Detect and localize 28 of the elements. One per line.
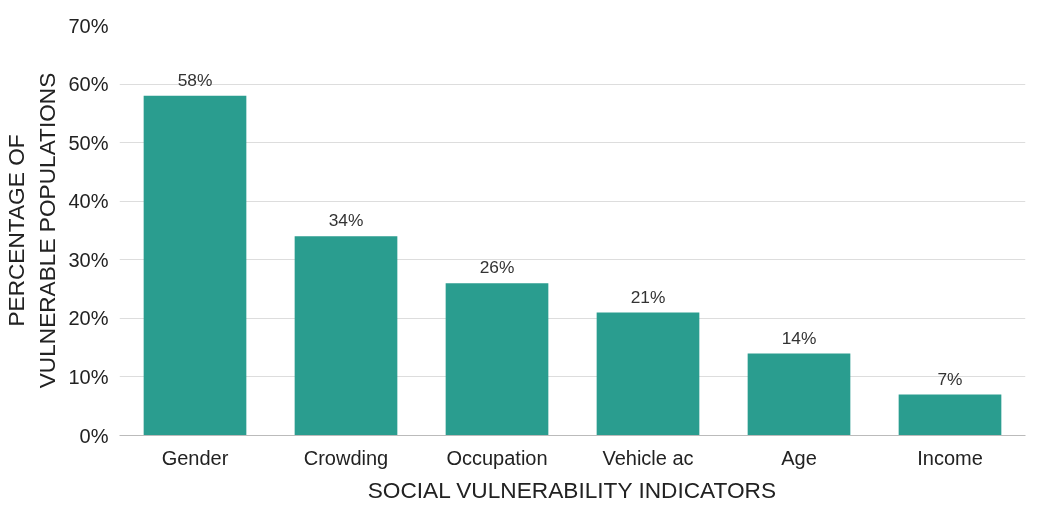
y-axis-title: PERCENTAGE OF VULNERABLE POPULATIONS — [3, 72, 61, 389]
bar — [747, 353, 851, 436]
bar — [294, 236, 398, 436]
data-label: 58% — [177, 69, 213, 90]
x-axis-title: SOCIAL VULNERABILITY INDICATORS — [367, 476, 777, 503]
data-label: 34% — [328, 210, 364, 231]
y-tick-label: 70% — [68, 14, 109, 37]
x-tick-label: Occupation — [446, 446, 548, 469]
x-tick-label: Gender — [161, 446, 229, 469]
y-tick-label: 0% — [79, 424, 109, 447]
y-tick-label: 30% — [68, 248, 109, 271]
x-tick-label: Crowding — [303, 446, 389, 469]
x-tick-label: Vehicle ac — [602, 446, 694, 469]
data-label: 21% — [630, 286, 666, 307]
bar — [898, 394, 1002, 436]
x-tick-label: Income — [917, 446, 983, 469]
bar — [596, 312, 700, 436]
data-label: 26% — [479, 257, 515, 278]
data-label: 7% — [937, 368, 963, 389]
y-tick-label: 60% — [68, 73, 109, 96]
data-label: 14% — [781, 327, 817, 348]
y-tick-label: 40% — [68, 190, 109, 213]
x-tick-label: Age — [781, 446, 817, 469]
y-tick-label: 20% — [68, 307, 109, 330]
y-tick-label: 10% — [68, 365, 109, 388]
bar — [445, 283, 549, 436]
bar — [143, 95, 247, 436]
y-tick-label: 50% — [68, 131, 109, 154]
